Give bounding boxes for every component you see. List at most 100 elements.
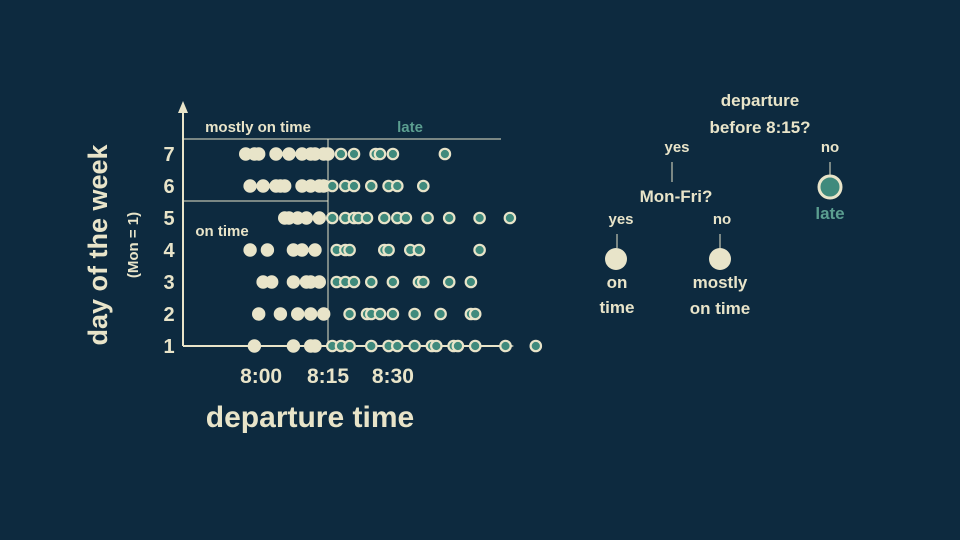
data-point-late — [347, 147, 361, 161]
data-point-late — [390, 179, 404, 193]
sub-question: Mon-Fri? — [640, 187, 713, 206]
data-point-late — [334, 147, 348, 161]
data-point-late — [416, 179, 430, 193]
data-point-on-time — [273, 307, 288, 321]
data-point-late — [503, 211, 517, 225]
data-point-late — [373, 147, 387, 161]
data-point-late — [529, 339, 543, 353]
data-point-late — [421, 211, 434, 225]
x-tick-label: 8:15 — [307, 365, 349, 388]
data-point-late — [364, 275, 378, 289]
data-point-late — [442, 211, 456, 225]
data-point-late — [325, 179, 339, 193]
data-point-late — [386, 147, 400, 161]
data-point-on-time — [321, 147, 335, 161]
y-axis-title: day of the week — [83, 143, 113, 345]
root-no-label: no — [821, 139, 839, 156]
data-point-on-time — [265, 275, 279, 289]
data-point-late — [451, 339, 465, 353]
data-point-late — [468, 307, 482, 321]
data-point-late — [386, 275, 400, 289]
data-point-on-time — [286, 339, 301, 353]
data-point-late — [473, 243, 486, 257]
y-tick-label: 5 — [163, 208, 174, 230]
root-yes-label: yes — [664, 139, 689, 156]
leaf-late-label: late — [815, 204, 844, 223]
data-point-on-time — [247, 339, 262, 353]
data-point-on-time — [308, 243, 322, 257]
data-point-late — [364, 179, 378, 193]
data-point-on-time — [308, 339, 322, 353]
data-point-on-time — [282, 147, 296, 161]
y-tick-labels: 1 2 3 4 5 6 7 — [163, 144, 175, 358]
region-label-on-time: on time — [195, 223, 248, 240]
data-point-late — [347, 275, 361, 289]
y-tick-label: 3 — [163, 272, 174, 294]
y-tick-label: 2 — [163, 304, 174, 326]
data-point-late — [412, 243, 426, 257]
data-point-late — [377, 211, 391, 225]
data-point-late — [364, 339, 378, 353]
leaf-mostly-line1: mostly — [693, 273, 748, 292]
data-point-on-time — [252, 147, 266, 161]
data-point-on-time — [269, 147, 283, 161]
data-point-on-time — [312, 211, 326, 225]
data-point-late — [343, 243, 356, 257]
data-point-late — [499, 339, 512, 353]
y-tick-label: 4 — [163, 240, 175, 262]
data-point-late — [473, 211, 486, 225]
data-point-late — [438, 147, 452, 161]
data-point-on-time — [291, 307, 305, 321]
y-tick-label: 1 — [163, 336, 174, 358]
data-point-late — [429, 339, 443, 353]
data-points — [239, 147, 543, 353]
root-question-line2: before 8:15? — [709, 118, 810, 137]
data-point-late — [442, 275, 456, 289]
data-point-late — [382, 243, 395, 257]
data-point-on-time — [286, 275, 301, 289]
data-point-on-time — [243, 179, 257, 193]
x-tick-label: 8:30 — [372, 365, 414, 388]
leaf-mostly-on-time-node — [709, 248, 731, 270]
leaf-on-time-line2: time — [600, 298, 635, 317]
leaf-on-time-node — [605, 248, 627, 270]
x-axis-title: departure time — [206, 401, 414, 434]
data-point-late — [399, 211, 413, 225]
sub-yes-label: yes — [608, 211, 633, 228]
leaf-mostly-line2: on time — [690, 299, 750, 318]
data-point-on-time — [243, 243, 257, 257]
data-point-on-time — [317, 307, 331, 321]
sub-no-label: no — [713, 211, 731, 228]
data-point-on-time — [260, 243, 275, 257]
data-point-late — [416, 275, 430, 289]
leaf-late-node — [817, 174, 843, 200]
y-axis-arrow — [178, 101, 188, 113]
data-point-late — [343, 307, 356, 321]
data-point-late — [408, 339, 421, 353]
y-axis-subtitle: (Mon = 1) — [125, 212, 142, 278]
data-point-on-time — [312, 275, 326, 289]
root-question-line1: departure — [721, 91, 799, 110]
data-point-on-time — [299, 211, 314, 225]
decision-tree: departure before 8:15? yes no late Mon-F… — [600, 91, 845, 318]
x-tick-label: 8:00 — [240, 365, 282, 388]
data-point-late — [325, 211, 339, 225]
data-point-late — [343, 339, 356, 353]
scatter-chart: mostly on time late on time 1 2 3 4 5 6 7 8:00… — [83, 101, 543, 434]
data-point-on-time — [252, 307, 266, 321]
data-point-late — [347, 179, 361, 193]
data-point-late — [373, 307, 387, 321]
data-point-late — [360, 211, 374, 225]
data-point-on-time — [278, 179, 292, 193]
leaf-on-time-line1: on — [607, 273, 628, 292]
x-tick-labels: 8:00 8:15 8:30 — [240, 365, 414, 388]
region-label-mostly-on-time: mostly on time — [205, 119, 311, 136]
data-point-late — [386, 307, 400, 321]
data-point-late — [468, 339, 482, 353]
data-point-on-time — [256, 179, 270, 193]
data-point-late — [434, 307, 447, 321]
region-label-late: late — [397, 119, 423, 136]
data-point-on-time — [304, 307, 318, 321]
y-tick-label: 7 — [163, 144, 174, 166]
